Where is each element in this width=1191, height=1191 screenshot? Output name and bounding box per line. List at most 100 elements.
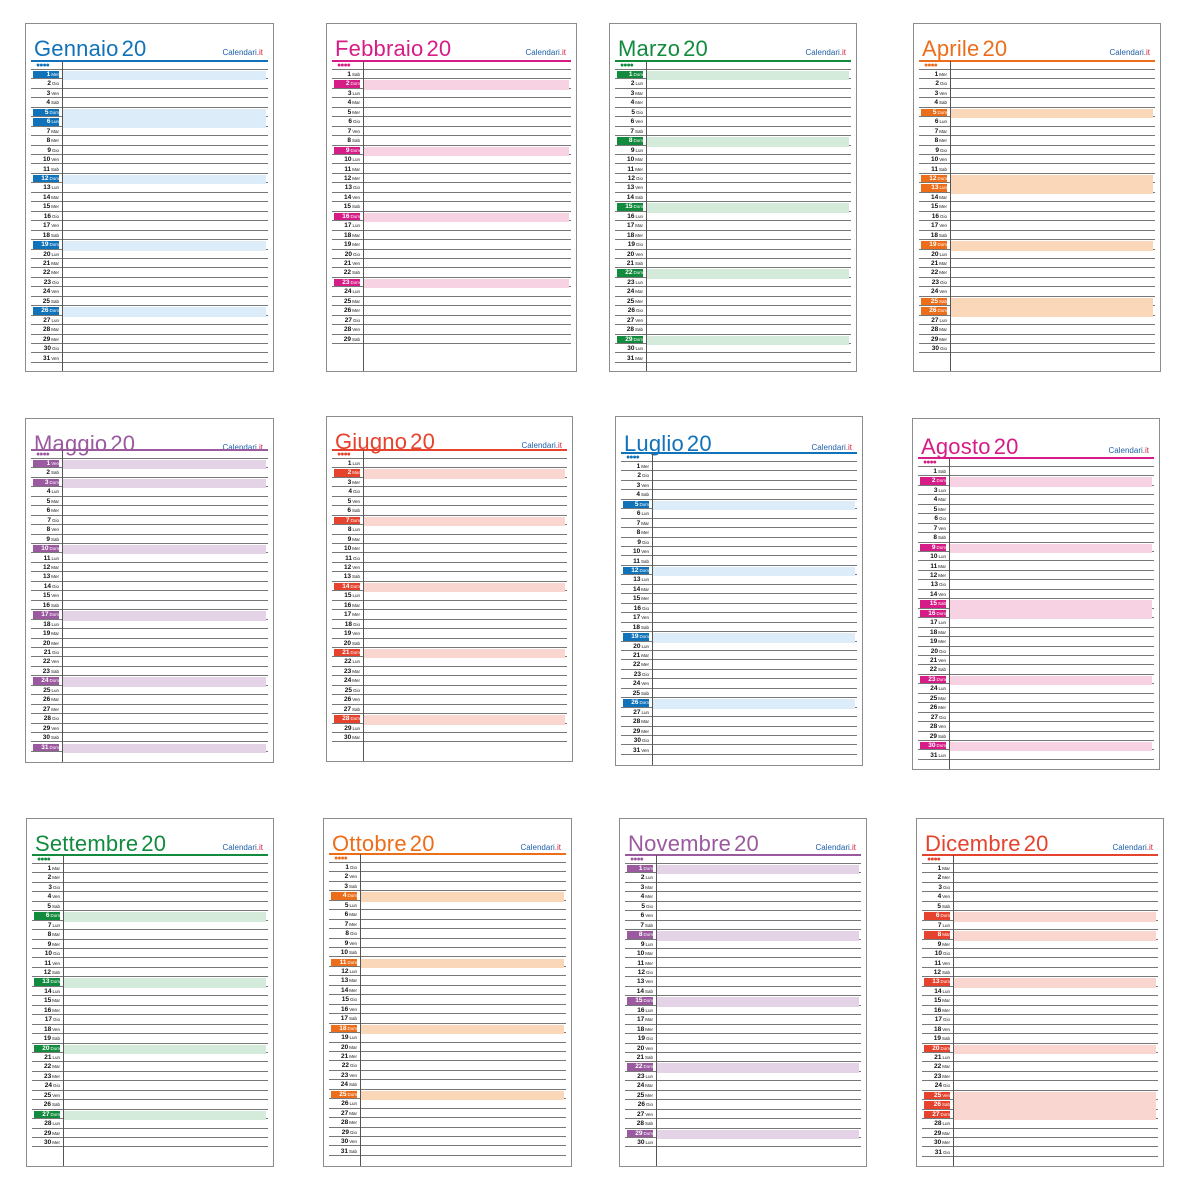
day-row[interactable]: 4Lun xyxy=(31,487,268,497)
day-row[interactable]: 8Dom xyxy=(625,930,861,941)
day-row[interactable]: 16Mar xyxy=(332,601,567,611)
day-row[interactable]: 1Mer xyxy=(919,70,1155,80)
day-row[interactable]: 3Gio xyxy=(32,883,268,893)
day-row[interactable]: 26Sab xyxy=(922,1100,1158,1111)
day-row[interactable]: 6Lun xyxy=(621,509,857,519)
day-row[interactable]: 2Dom xyxy=(918,476,1154,487)
day-row[interactable]: 2Gio xyxy=(919,79,1155,89)
day-row[interactable]: 30Lun xyxy=(615,344,851,354)
day-row[interactable]: 26Gio xyxy=(615,306,851,316)
day-row[interactable]: 10Mer xyxy=(332,544,567,554)
day-row[interactable]: 26Ven xyxy=(332,695,567,705)
day-row[interactable]: 5Gio xyxy=(615,108,851,118)
day-row[interactable]: 20Sab xyxy=(332,639,567,648)
day-row[interactable]: 26Gio xyxy=(625,1100,861,1110)
day-row[interactable]: 13Gio xyxy=(918,580,1154,590)
day-row[interactable]: 7Lun xyxy=(922,921,1158,931)
day-row[interactable]: 12Mer xyxy=(332,174,571,184)
day-row[interactable]: 6Ven xyxy=(625,911,861,921)
day-row[interactable]: 7Lun xyxy=(32,921,268,931)
day-row[interactable]: 26Sab xyxy=(32,1100,268,1110)
day-row[interactable]: 12Ven xyxy=(332,563,567,573)
day-row[interactable]: 13Mar xyxy=(329,976,566,986)
day-row[interactable]: 28Gio xyxy=(31,714,268,724)
day-row[interactable]: 13Ven xyxy=(615,183,851,193)
day-row[interactable]: 26Dom xyxy=(31,306,268,317)
day-row[interactable]: 1Dom xyxy=(615,70,851,81)
day-row[interactable]: 1Mer xyxy=(621,462,857,472)
day-row[interactable]: 23Gio xyxy=(31,278,268,288)
day-row[interactable]: 17Mer xyxy=(332,610,567,620)
day-row[interactable]: 24Mer xyxy=(332,676,567,686)
day-row[interactable]: 8Mar xyxy=(32,930,268,940)
day-row[interactable]: 7Sab xyxy=(615,127,851,137)
day-row[interactable]: 2Sab xyxy=(31,468,268,478)
day-row[interactable]: 14Mer xyxy=(329,986,566,996)
day-row[interactable]: 18Sab xyxy=(31,231,268,241)
day-row[interactable]: 28Lun xyxy=(922,1119,1158,1129)
day-row[interactable]: 19Lun xyxy=(329,1033,566,1043)
day-row[interactable]: 8Mer xyxy=(621,528,857,538)
day-row[interactable]: 1Mar xyxy=(922,864,1158,874)
day-row[interactable]: 25Sab xyxy=(621,689,857,699)
day-row[interactable]: 29Mer xyxy=(31,335,268,345)
day-row[interactable]: 30Lun xyxy=(625,1138,861,1148)
day-row[interactable]: 4Sab xyxy=(621,490,857,500)
day-row[interactable]: 4Mar xyxy=(332,98,571,108)
day-row[interactable]: 17Ven xyxy=(31,221,268,231)
day-row[interactable]: 17Dom xyxy=(31,610,268,621)
day-row[interactable]: 25Mer xyxy=(615,297,851,307)
day-row[interactable]: 14Dom xyxy=(332,582,567,593)
day-row[interactable]: 31Gio xyxy=(922,1148,1158,1157)
day-row[interactable]: 29Lun xyxy=(332,724,567,734)
day-row[interactable]: 30Mar xyxy=(332,733,567,743)
day-row[interactable]: 27Gio xyxy=(918,713,1154,723)
day-row[interactable]: 28Ven xyxy=(332,325,571,335)
day-row[interactable]: 4Gio xyxy=(332,487,567,497)
day-row[interactable]: 27Mar xyxy=(329,1109,566,1119)
day-row[interactable]: 2Lun xyxy=(615,79,851,89)
day-row[interactable]: 6Lun xyxy=(919,117,1155,127)
day-row[interactable]: 14Sab xyxy=(615,193,851,203)
day-row[interactable]: 22Sab xyxy=(332,268,571,278)
day-row[interactable]: 1Mer xyxy=(31,70,268,81)
day-row[interactable]: 20Gio xyxy=(918,647,1154,656)
day-row[interactable]: 27Ven xyxy=(625,1110,861,1120)
day-row[interactable]: 17Sab xyxy=(329,1014,566,1024)
day-row[interactable]: 3Sab xyxy=(329,882,566,892)
day-row[interactable]: 29Dom xyxy=(625,1129,861,1140)
day-row[interactable]: 4Ven xyxy=(32,892,268,902)
day-row[interactable]: 5Dom xyxy=(919,108,1155,119)
day-row[interactable]: 11Sab xyxy=(31,165,268,174)
day-row[interactable]: 18Sab xyxy=(621,623,857,633)
day-row[interactable]: 18Mar xyxy=(332,231,571,241)
day-row[interactable]: 28Mar xyxy=(31,325,268,335)
day-row[interactable]: 16Dom xyxy=(918,609,1154,620)
day-row[interactable]: 15Dom xyxy=(625,996,861,1007)
day-row[interactable]: 4Mer xyxy=(615,98,851,108)
day-row[interactable]: 19Dom xyxy=(621,632,857,643)
day-row[interactable]: 23Mar xyxy=(332,667,567,677)
day-row[interactable]: 5Mer xyxy=(332,108,571,118)
day-row[interactable]: 17Mar xyxy=(625,1015,861,1025)
day-row[interactable]: 2Mer xyxy=(32,873,268,883)
day-row[interactable]: 24Lun xyxy=(332,287,571,297)
day-row[interactable]: 20Dom xyxy=(32,1044,268,1054)
day-row[interactable]: 5Lun xyxy=(329,901,566,911)
day-row[interactable]: 15Mar xyxy=(32,996,268,1006)
day-row[interactable]: 9Lun xyxy=(615,146,851,156)
day-row[interactable]: 13Lun xyxy=(919,183,1155,194)
day-row[interactable]: 9Mer xyxy=(922,940,1158,950)
day-row[interactable]: 24Ven xyxy=(621,679,857,689)
day-row[interactable]: 30Gio xyxy=(621,736,857,746)
day-row[interactable]: 22Gio xyxy=(329,1061,566,1071)
day-row[interactable]: 14Mar xyxy=(621,585,857,595)
day-row[interactable]: 3Ven xyxy=(919,89,1155,99)
day-row[interactable]: 14Mar xyxy=(31,193,268,203)
day-row[interactable]: 27Dom xyxy=(922,1110,1158,1121)
day-row[interactable]: 7Sab xyxy=(625,921,861,931)
day-row[interactable]: 2Gio xyxy=(621,471,857,481)
day-row[interactable]: 16Mer xyxy=(32,1006,268,1016)
day-row[interactable]: 31Ven xyxy=(31,354,268,363)
day-row[interactable]: 11Ven xyxy=(32,959,268,968)
